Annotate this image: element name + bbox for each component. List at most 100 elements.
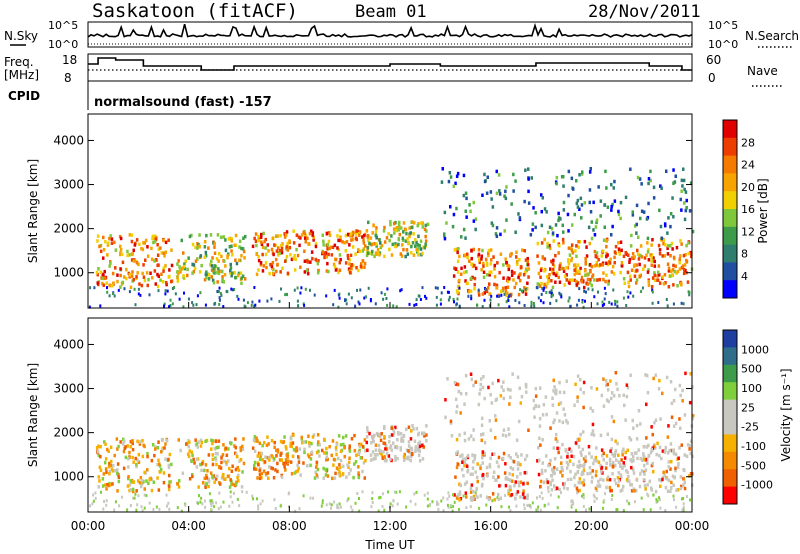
velocity-echo-cell — [671, 474, 675, 478]
power-echo-cell — [243, 256, 246, 260]
power-echo-cell — [585, 245, 588, 249]
power-echo-cell — [412, 253, 416, 257]
velocity-echo-cell — [410, 429, 413, 433]
power-ground-cell — [567, 299, 570, 303]
power-ground-cell — [337, 305, 340, 309]
power-echo-cell — [671, 196, 674, 200]
velocity-echo-cell — [493, 498, 497, 502]
velocity-echo-cell — [532, 406, 536, 411]
power-echo-cell — [622, 277, 626, 281]
power-ylabel: Slant Range [km] — [26, 159, 40, 263]
power-echo-cell — [638, 177, 642, 181]
velocity-ground-cell — [351, 508, 354, 512]
power-echo-cell — [338, 260, 341, 265]
power-echo-cell — [650, 255, 653, 259]
power-echo-cell — [679, 281, 683, 285]
velocity-echo-cell — [691, 414, 695, 418]
power-echo-cell — [681, 184, 684, 188]
velocity-echo-cell — [555, 411, 559, 415]
velocity-echo-cell — [179, 448, 182, 453]
power-ground-cell — [550, 291, 553, 295]
power-echo-cell — [460, 235, 463, 239]
power-echo-cell — [279, 234, 282, 238]
velocity-ground-cell — [672, 494, 675, 498]
power-echo-cell — [186, 267, 189, 272]
power-ground-cell — [587, 287, 590, 291]
power-echo-cell — [410, 225, 413, 230]
power-echo-cell — [478, 258, 481, 262]
velocity-echo-cell — [639, 456, 642, 461]
velocity-echo-cell — [642, 457, 646, 462]
power-echo-cell — [285, 254, 289, 259]
power-echo-cell — [263, 239, 266, 244]
velocity-echo-cell — [339, 449, 343, 454]
power-echo-cell — [255, 252, 258, 256]
power-echo-cell — [142, 240, 145, 245]
velocity-echo-cell — [680, 443, 683, 447]
power-echo-cell — [216, 270, 219, 275]
power-echo-cell — [682, 167, 685, 171]
power-echo-cell — [280, 246, 284, 251]
power-ground-cell — [535, 286, 538, 290]
power-echo-cell — [237, 271, 241, 276]
power-ground-cell — [640, 290, 643, 293]
power-echo-cell — [156, 284, 160, 289]
power-echo-cell — [563, 283, 566, 287]
power-echo-cell — [194, 259, 198, 263]
velocity-echo-cell — [150, 488, 154, 493]
power-echo-cell — [635, 281, 638, 285]
velocity-echo-cell — [481, 456, 484, 460]
velocity-echo-cell — [666, 435, 670, 439]
power-echo-cell — [325, 231, 329, 236]
velocity-echo-cell — [614, 371, 618, 375]
velocity-echo-cell — [313, 476, 317, 480]
velocity-echo-cell — [688, 444, 691, 448]
velocity-echo-cell — [284, 445, 288, 449]
power-echo-cell — [111, 271, 115, 276]
velocity-echo-cell — [205, 482, 208, 486]
velocity-echo-cell — [377, 443, 381, 448]
velocity-echo-cell — [201, 459, 205, 464]
velocity-echo-cell — [187, 454, 191, 459]
velocity-echo-cell — [626, 385, 630, 390]
velocity-echo-cell — [279, 453, 282, 457]
velocity-echo-cell — [230, 482, 233, 487]
power-echo-cell — [284, 259, 287, 263]
power-echo-cell — [592, 228, 595, 232]
velocity-ground-cell — [347, 497, 350, 501]
power-ground-cell — [470, 297, 473, 301]
velocity-echo-cell — [653, 420, 656, 425]
velocity-echo-cell — [357, 465, 360, 469]
velocity-echo-cell — [549, 426, 552, 430]
velocity-ground-cell — [94, 491, 97, 495]
power-echo-cell — [610, 270, 614, 274]
power-echo-cell — [638, 275, 641, 279]
power-echo-cell — [651, 238, 654, 242]
power-echo-cell — [144, 238, 148, 243]
velocity-echo-cell — [297, 455, 300, 459]
velocity-echo-cell — [132, 460, 135, 464]
power-echo-cell — [601, 263, 604, 267]
velocity-echo-cell — [554, 437, 558, 441]
velocity-echo-cell — [117, 444, 120, 449]
velocity-echo-cell — [376, 453, 379, 457]
velocity-echo-cell — [131, 455, 134, 460]
velocity-echo-cell — [345, 475, 348, 479]
velocity-echo-cell — [489, 428, 493, 432]
xtick-label: 16:00 — [473, 519, 508, 533]
power-echo-cell — [498, 192, 502, 196]
velocity-ground-cell — [610, 498, 613, 501]
velocity-echo-cell — [278, 458, 282, 462]
velocity-echo-cell — [167, 463, 171, 468]
velocity-echo-cell — [348, 444, 351, 448]
power-echo-cell — [504, 196, 508, 201]
velocity-echo-cell — [394, 455, 397, 459]
power-echo-cell — [484, 257, 488, 262]
velocity-ground-cell — [184, 503, 187, 507]
velocity-ground-cell — [537, 505, 540, 509]
power-echo-cell — [530, 176, 533, 180]
velocity-echo-cell — [547, 486, 550, 490]
velocity-echo-cell — [516, 454, 519, 459]
cpid-label: CPID — [8, 89, 40, 103]
power-echo-cell — [362, 241, 366, 245]
